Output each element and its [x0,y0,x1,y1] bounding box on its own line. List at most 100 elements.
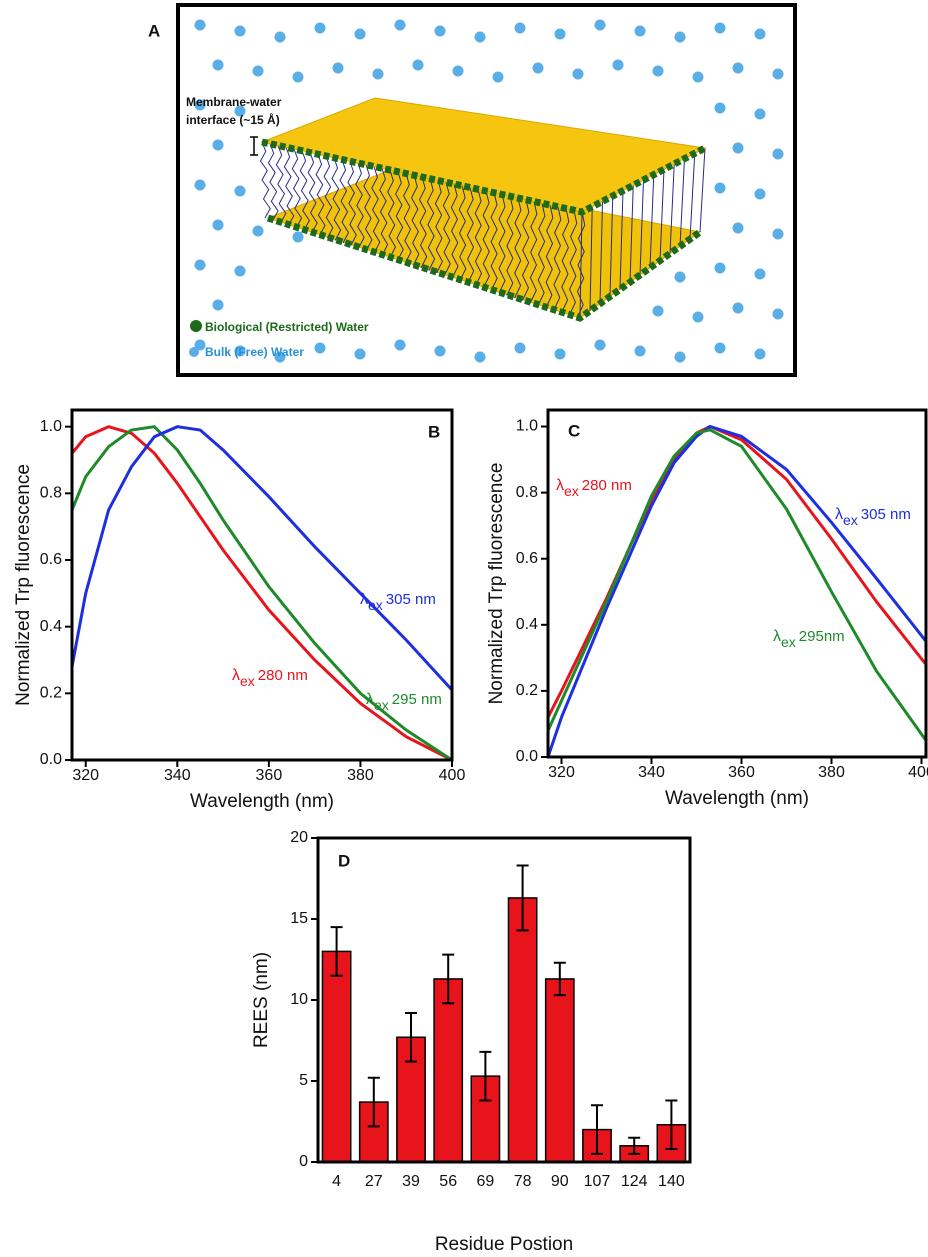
lipid-tail [679,158,685,247]
y-tick-label: 0.6 [40,551,62,568]
water-molecule [772,148,784,160]
water-molecule [674,271,686,283]
lipid-tail [589,206,593,311]
error-bar [479,1050,492,1102]
panel-label: B [428,422,440,441]
x-tick-label: 320 [548,764,575,781]
water-molecule [194,259,206,271]
y-tick-label: 5 [299,1072,308,1089]
lipid-tail [434,180,443,274]
water-molecule [434,25,446,37]
series-label-part: ex [368,597,383,613]
lipid-tail [514,197,522,299]
lipid-tail [579,211,583,319]
x-axis-label: Wavelength (nm) [665,788,809,809]
water-molecule [714,22,726,34]
lipid-tail [267,143,279,221]
lipid-tail [506,196,514,296]
plot-frame [316,836,692,1164]
water-molecule [314,342,326,354]
error-bar [591,1104,603,1155]
y-tick-label: 15 [290,910,308,927]
water-molecule [234,105,246,117]
error-bar [516,864,529,932]
water-molecule [434,345,446,357]
water-molecule [652,305,664,317]
water-molecule [714,262,726,274]
bar [321,950,352,1163]
water-molecule [394,339,406,351]
water-molecule [754,108,766,120]
error-bar [665,1099,678,1151]
water-molecule [492,71,504,83]
water-molecule [194,19,206,31]
water-molecule [594,339,606,351]
water-molecule [772,308,784,320]
y-tick-label: 0.8 [516,484,538,501]
water-molecule [732,302,744,314]
series-label-part: 295nm [799,628,845,645]
lipid-tail [482,190,490,289]
x-tick-label: 380 [347,767,374,784]
water-molecule [314,22,326,34]
water-molecule [692,311,704,323]
y-tick-label: 0.2 [40,685,62,702]
series-label-part: ex [374,697,389,713]
water-molecule [194,179,206,191]
y-tick-label: 0.8 [40,485,62,502]
x-tick-label: 56 [439,1173,457,1190]
water-molecule [634,345,646,357]
lipid-tail [560,208,570,314]
water-molecule [212,219,224,231]
lipid-tail [474,189,483,286]
y-tick-label: 20 [290,829,308,846]
lipid-tail [609,195,614,297]
bound-water-top [261,138,707,216]
y-axis-label: Normalized Trp fluorescence [486,463,507,705]
plot-frame [70,408,454,762]
series-label-part: 305 nm [386,591,436,608]
x-tick-label: 340 [638,764,665,781]
water-molecule [474,31,486,43]
water-molecule [394,19,406,31]
y-tick-label: 1.0 [516,418,538,435]
series-label-part: 280 nm [258,667,308,684]
bulk-water [194,19,784,363]
lipid-tail [619,190,624,290]
x-tick-label: 360 [256,767,283,784]
series-line [546,428,928,742]
x-tick-label: 340 [164,767,191,784]
x-tick-label: 69 [477,1173,495,1190]
legend-swatch [189,347,199,357]
x-tick-label: 140 [658,1173,685,1190]
lipid-tail [699,147,706,233]
water-molecule [554,28,566,40]
lipid-tail [529,201,538,304]
lipid-tail [371,166,381,254]
lipid-tail [629,185,634,283]
lipid-tail [379,168,389,256]
lipid-tail [426,178,436,271]
lipid-tail [355,162,365,249]
lipid-tail [689,153,696,240]
water-molecule [612,59,624,71]
lipid-tail [307,152,318,234]
water-molecule [252,65,264,77]
x-tick-label: 400 [439,767,466,784]
series-label: λex 295 nm [366,691,442,713]
lipid-tail [599,201,603,304]
water-molecule [514,22,526,34]
series-label-part: ex [843,512,858,528]
water-molecule [274,31,286,43]
lipid-tail [275,145,287,224]
water-molecule [714,102,726,114]
annotation: Membrane-water [186,95,282,109]
water-molecule [754,348,766,360]
series-label-part: λ [232,667,240,684]
water-molecule [652,65,664,77]
series-label: λex 280 nm [232,667,308,689]
series-line [70,425,453,762]
panel-label: D [338,851,350,870]
y-tick-label: 0.4 [516,616,538,633]
series-label: λex 280 nm [556,477,632,499]
